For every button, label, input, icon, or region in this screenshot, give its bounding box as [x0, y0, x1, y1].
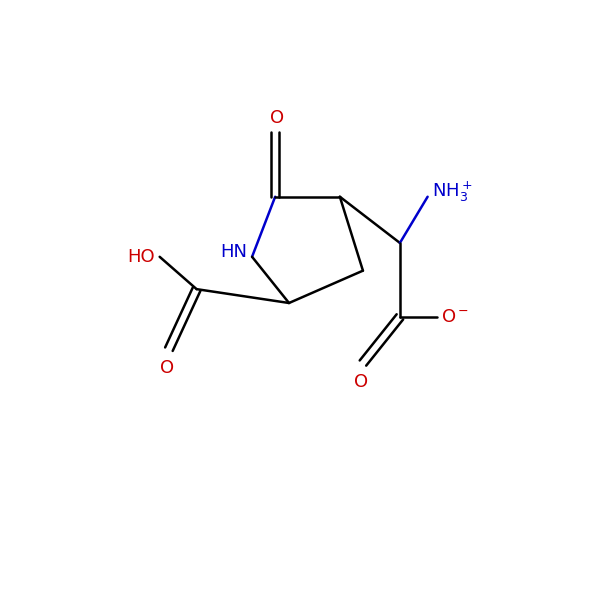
Text: O: O: [271, 109, 284, 127]
Text: HN: HN: [220, 243, 247, 261]
Text: O: O: [160, 359, 173, 377]
Text: O: O: [353, 373, 368, 391]
Text: HO: HO: [127, 248, 155, 266]
Text: $\mathrm{NH_3^+}$: $\mathrm{NH_3^+}$: [432, 180, 473, 204]
Text: $\mathrm{O^-}$: $\mathrm{O^-}$: [442, 308, 470, 326]
